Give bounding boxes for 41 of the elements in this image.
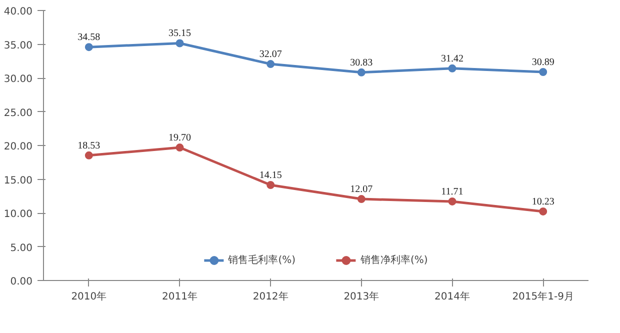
y-tick-label: 10.00 [4,209,33,220]
text: 12.07 [350,184,373,196]
text: 30.83 [350,57,373,68]
y-tick-label: 15.00 [4,175,33,186]
point [266,180,275,189]
x-tick-label: 2010年 [71,290,107,302]
point [266,60,275,68]
point [357,68,366,76]
text: 19.70 [168,132,191,144]
text: 35.15 [168,28,191,40]
point [539,207,548,216]
text: 30.89 [532,56,554,68]
point [84,43,93,52]
x-tick-label: 2011年 [162,290,198,302]
text: 18.53 [78,140,100,152]
x-tick-label: 2012年 [252,290,288,302]
y-tick-label: 5.00 [10,242,32,254]
legend-label: 销售毛利率(%) [228,254,296,267]
y-tick-label: 35.00 [4,40,33,52]
text: 14.15 [259,170,282,181]
point [84,151,93,160]
text: 34.58 [78,32,100,44]
point [448,197,456,206]
legend-label: 销售净利率(%) [360,254,428,267]
text: 10.23 [532,196,554,208]
x-tick-label: 2013年 [344,290,380,302]
text: 11.71 [441,186,464,198]
point [176,39,184,48]
x-tick-label: 2014年 [434,290,470,302]
text: 32.07 [259,49,282,60]
point [357,195,366,204]
y-tick-label: 40.00 [4,6,33,18]
point [539,68,548,76]
y-tick-label: 25.00 [4,108,33,119]
y-tick-label: 30.00 [4,74,33,85]
point [448,64,456,72]
x-tick-label: 2015年1-9月 [512,290,574,302]
y-tick-label: 0.00 [10,276,32,288]
text: 31.42 [441,53,464,64]
point [176,144,184,152]
y-tick-label: 20.00 [4,142,33,152]
